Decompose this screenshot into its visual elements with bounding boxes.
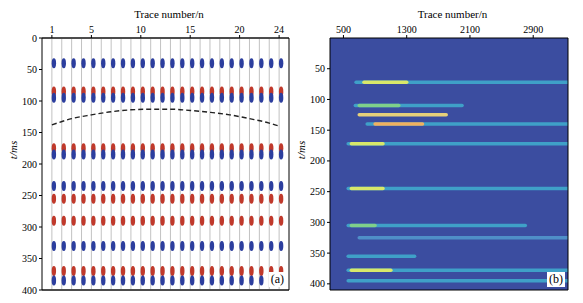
svg-text:150: 150 — [310, 125, 325, 136]
svg-text:1: 1 — [49, 24, 54, 35]
svg-text:300: 300 — [310, 217, 325, 228]
svg-text:0: 0 — [32, 33, 37, 44]
svg-text:300: 300 — [22, 222, 37, 233]
svg-text:400: 400 — [22, 285, 37, 295]
svg-text:10: 10 — [136, 24, 146, 35]
svg-text:200: 200 — [22, 159, 37, 170]
html-text:Trace number/n: Trace number/n — [417, 8, 488, 20]
svg-text:24: 24 — [274, 24, 284, 35]
svg-text:20: 20 — [235, 24, 245, 35]
svg-text:250: 250 — [22, 190, 37, 201]
svg-text:50: 50 — [27, 64, 37, 75]
svg-text:350: 350 — [22, 253, 37, 264]
svg-text:50: 50 — [315, 63, 325, 74]
svg-text:500: 500 — [336, 24, 351, 35]
html-text:(a): (a) — [270, 272, 284, 286]
svg-text:200: 200 — [310, 155, 325, 166]
svg-text:5: 5 — [89, 24, 94, 35]
svg-text:150: 150 — [22, 127, 37, 138]
html-text:t/ms: t/ms — [295, 140, 308, 159]
html-text:t/ms: t/ms — [7, 140, 20, 159]
svg-text:15: 15 — [185, 24, 195, 35]
svg-text:100: 100 — [310, 94, 325, 105]
svg-text:250: 250 — [310, 186, 325, 197]
html-text:Trace number/n: Trace number/n — [134, 8, 204, 20]
svg-text:2900: 2900 — [523, 24, 543, 35]
html-text:(b): (b) — [549, 272, 563, 286]
svg-text:350: 350 — [310, 248, 325, 259]
svg-text:100: 100 — [22, 96, 37, 107]
svg-text:2100: 2100 — [460, 24, 480, 35]
svg-text:400: 400 — [310, 278, 325, 289]
svg-text:1300: 1300 — [397, 24, 417, 35]
